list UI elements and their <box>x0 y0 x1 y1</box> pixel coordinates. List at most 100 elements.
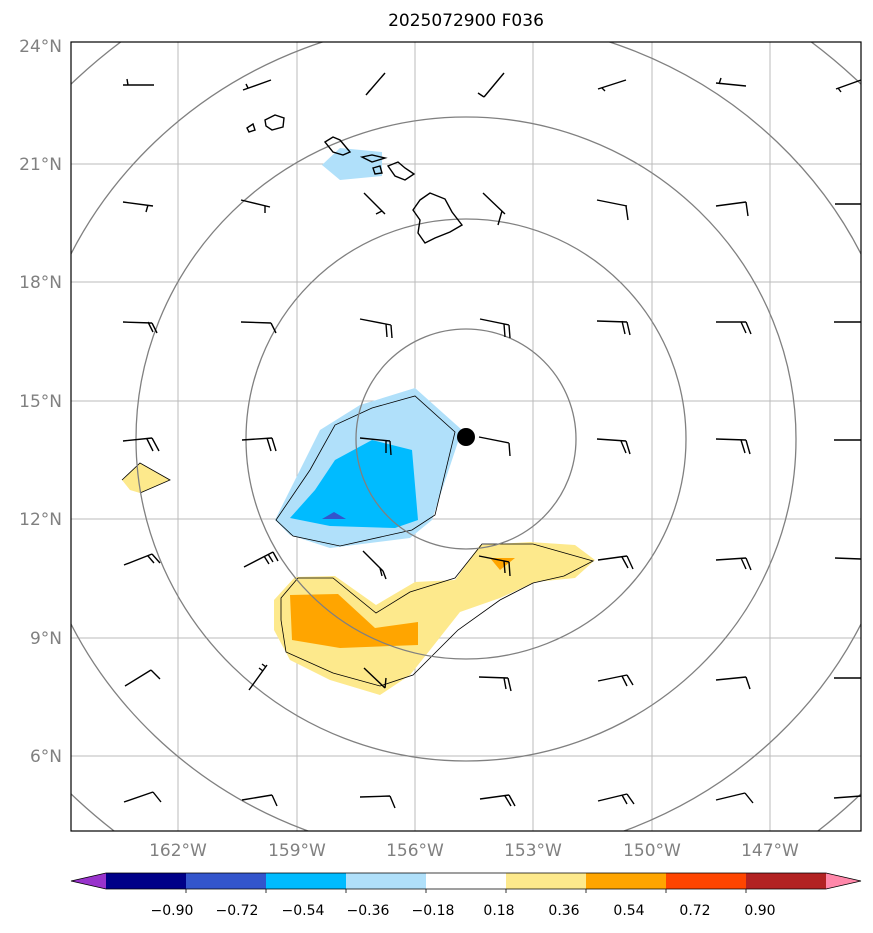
lat-label: 12°N <box>19 510 62 530</box>
wind-barb <box>596 438 631 455</box>
pos-light-fill-west <box>122 463 170 493</box>
colorbar-tick-labels: −0.90 −0.72 −0.54 −0.36 −0.18 0.18 0.36 … <box>151 903 776 919</box>
lat-label: 18°N <box>19 273 62 293</box>
wind-barb <box>240 321 277 334</box>
colorbar-segment <box>346 873 427 889</box>
map-frame <box>70 41 862 832</box>
colorbar-segment <box>426 873 507 889</box>
wind-barb <box>362 550 387 580</box>
wind-barb <box>477 72 505 98</box>
wind-barb <box>240 199 271 213</box>
wind-barb <box>715 438 751 455</box>
wind-barb <box>478 676 512 692</box>
wind-barb <box>597 79 627 92</box>
storm-center-marker <box>457 428 475 446</box>
wind-barb <box>835 79 861 93</box>
wind-barb <box>359 437 392 456</box>
wind-barb <box>478 436 511 457</box>
wind-barb <box>833 795 861 799</box>
range-ring-2 <box>245 218 687 660</box>
wind-barb <box>715 676 751 690</box>
wind-barb <box>241 794 278 807</box>
kauai-coast <box>264 114 285 131</box>
wind-barb <box>122 201 154 213</box>
lat-label: 6°N <box>30 747 62 767</box>
wind-barb <box>715 792 754 804</box>
wind-barb <box>834 557 861 560</box>
wind-barb <box>359 795 396 809</box>
colorbar-segment <box>186 873 267 889</box>
pos-contour-west <box>121 462 171 494</box>
wind-barbs <box>122 72 861 809</box>
colorbar-tick-label: 0.36 <box>548 903 579 919</box>
wind-barb <box>715 201 749 217</box>
colorbar-tick-label: 0.90 <box>744 903 775 919</box>
colorbar-outline <box>70 872 862 890</box>
lon-label: 159°W <box>268 841 326 861</box>
lanai-coast <box>372 165 383 175</box>
lat-labels: 24°N 21°N 18°N 15°N 12°N 9°N 6°N <box>19 37 62 767</box>
wind-barb <box>596 320 631 336</box>
wind-barb <box>123 553 161 566</box>
colorbar-segment <box>266 873 347 889</box>
wind-barb <box>716 321 752 335</box>
lon-label: 156°W <box>386 841 444 861</box>
lon-label: 162°W <box>149 841 207 861</box>
negative-anomaly-region <box>275 148 462 548</box>
positive-anomaly-region <box>121 462 595 695</box>
neg-contour-line <box>275 395 456 547</box>
colorbar-tick-label: 0.54 <box>613 903 644 919</box>
colorbar <box>70 872 862 893</box>
colorbar-tick-label: −0.36 <box>347 903 390 919</box>
lon-label: 150°W <box>623 841 681 861</box>
wind-barb <box>122 437 160 452</box>
wind-barb <box>124 669 161 687</box>
wind-barb <box>596 199 629 221</box>
wind-barb <box>241 437 277 452</box>
wind-barb <box>482 192 506 226</box>
colorbar-tick-label: −0.90 <box>151 903 194 919</box>
wind-barb <box>243 551 279 568</box>
maui-coast <box>386 161 416 181</box>
wind-barb <box>248 663 268 691</box>
wind-barb <box>363 667 387 689</box>
colorbar-extend-max <box>826 873 861 889</box>
colorbar-tick-label: −0.18 <box>412 903 455 919</box>
wind-barb <box>478 555 511 577</box>
colorbar-segment <box>586 873 667 889</box>
range-ring-1 <box>355 328 577 550</box>
wind-barb <box>123 791 162 803</box>
lat-label: 15°N <box>19 392 62 412</box>
pos-light-fill <box>274 542 595 695</box>
wind-barb <box>715 77 747 87</box>
lon-labels: 162°W 159°W 156°W 153°W 150°W 147°W <box>149 841 799 861</box>
pos-contour-line <box>280 543 595 687</box>
map-title: 2025072900 F036 <box>388 11 544 31</box>
colorbar-tick-label: −0.72 <box>216 903 259 919</box>
pos-mid-fill-small <box>490 558 515 570</box>
wind-barb <box>479 318 511 339</box>
neg-mid-fill <box>290 440 418 528</box>
colorbar-tick-label: 0.72 <box>679 903 710 919</box>
neg-strong-fill <box>322 512 346 519</box>
wind-barb <box>122 321 158 334</box>
wind-barb <box>123 78 154 86</box>
colorbar-segment <box>506 873 587 889</box>
wind-barb <box>597 674 634 687</box>
wind-barb <box>365 72 386 96</box>
big-island-coast <box>412 192 464 244</box>
wind-barb <box>597 793 635 805</box>
wind-barb <box>359 318 393 339</box>
colorbar-segment <box>746 873 827 889</box>
lat-label: 21°N <box>19 155 62 175</box>
colorbar-extend-min <box>71 873 106 889</box>
lon-label: 147°W <box>741 841 799 861</box>
wind-barb <box>479 794 516 807</box>
wind-barb <box>363 192 386 215</box>
niihau-coast <box>246 122 256 133</box>
lat-label: 9°N <box>30 629 62 649</box>
oahu-coast <box>323 136 352 156</box>
